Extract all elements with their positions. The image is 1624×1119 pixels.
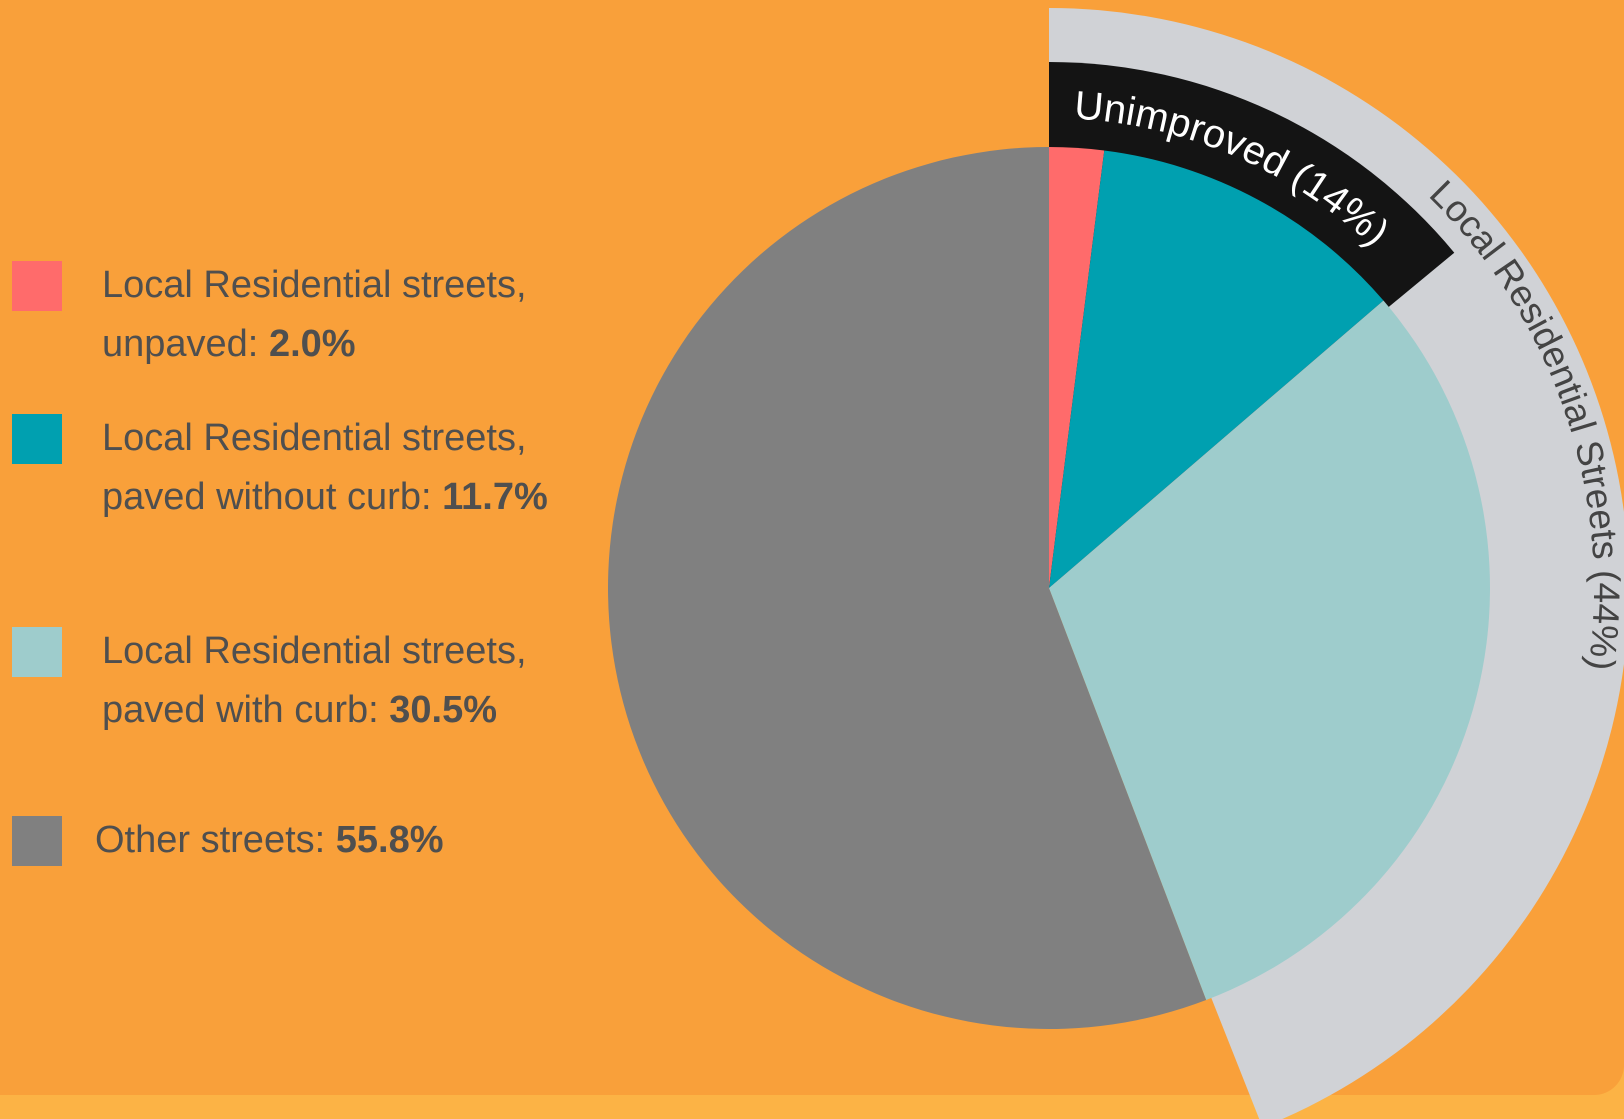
legend-label: Other streets: xyxy=(95,819,326,861)
legend-text: Local Residential streets, unpaved: 2.0% xyxy=(102,256,582,374)
legend-label: Local Residential streets, paved with cu… xyxy=(102,630,527,731)
legend-value: 2.0% xyxy=(268,323,356,365)
pie-slice xyxy=(1049,150,1384,588)
legend-text: Local Residential streets, paved with cu… xyxy=(102,622,582,740)
legend-value: 55.8% xyxy=(335,819,444,861)
legend-swatch xyxy=(12,261,62,311)
legend-text: Local Residential streets, paved without… xyxy=(102,409,582,527)
legend-swatch xyxy=(12,414,62,464)
pie-slice xyxy=(1049,300,1490,1001)
legend-label: Local Residential streets, paved without… xyxy=(102,417,527,518)
legend-swatch xyxy=(12,627,62,677)
legend-value: 11.7% xyxy=(442,476,548,518)
pie-slice xyxy=(608,147,1207,1029)
legend-label: Local Residential streets, unpaved: xyxy=(102,264,527,365)
pie-slice xyxy=(1049,147,1105,588)
legend-value: 30.5% xyxy=(389,689,498,731)
legend-swatch xyxy=(12,816,62,866)
legend-text: Other streets: 55.8% xyxy=(95,811,575,870)
